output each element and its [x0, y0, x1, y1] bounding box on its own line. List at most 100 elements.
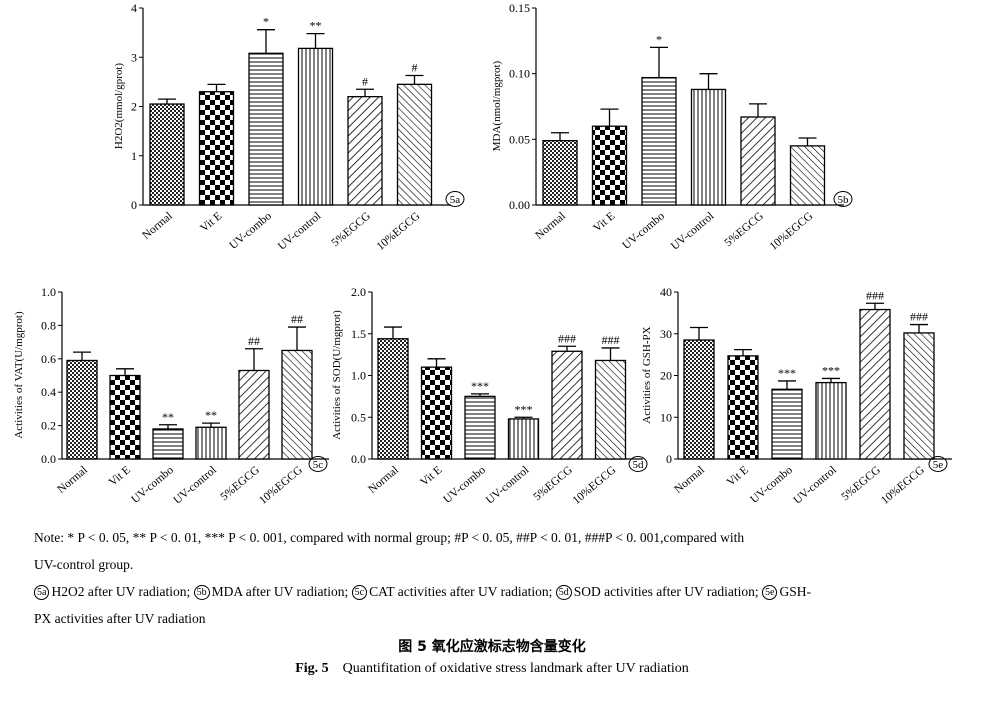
- bar-uv-combo: [248, 52, 284, 206]
- chart-panel-5b: 0.00 0.05 0.10 0.15 MDA(nmol/mgprot) Normal Vi…: [491, 1, 853, 253]
- panel-tag-label: 5e: [933, 459, 944, 471]
- panel-tag-ring: [445, 191, 465, 207]
- y-tick-label: 1.5: [351, 327, 366, 341]
- panel-tag-ring: [308, 456, 328, 472]
- bar-5-egcg: [859, 308, 891, 460]
- note-legend-line: 5a H2O2 after UV radiation; 5b MDA after U…: [34, 578, 954, 605]
- x-tick-label: 5%EGCG: [531, 464, 574, 503]
- y-tick-label: 0.10: [509, 67, 530, 81]
- x-tick-label: UV-combo: [129, 464, 176, 506]
- x-tick-label: UV-control: [484, 464, 532, 507]
- bar-uv-control: [507, 418, 540, 460]
- panel-tag-ring: [928, 456, 948, 472]
- significance-marker: **: [310, 19, 322, 33]
- x-tick-label: UV-control: [171, 464, 219, 507]
- bar-10-egcg: [903, 332, 935, 460]
- chart-panel-5e: 0 10 20 30 40 Activities of GSH-PX Normal Vit E…: [641, 285, 952, 507]
- significance-marker: *: [656, 32, 662, 46]
- bar-uv-control: [195, 426, 227, 460]
- x-tick-label: 10%EGCG: [257, 464, 305, 507]
- bar-uv-combo: [641, 76, 677, 206]
- x-tick-label: 5%EGCG: [218, 464, 261, 503]
- bar-normal: [542, 139, 578, 206]
- y-tick-label: 1: [131, 149, 137, 163]
- y-tick-label: 0.8: [41, 318, 56, 332]
- x-tick-label: UV-combo: [620, 210, 667, 252]
- panel-tag-label: 5d: [633, 459, 645, 471]
- y-tick-label: 20: [660, 369, 672, 383]
- significance-marker: ***: [822, 363, 840, 377]
- y-tick-label: 30: [660, 327, 672, 341]
- significance-marker: *: [263, 15, 269, 29]
- significance-marker: **: [205, 408, 217, 422]
- y-tick-label: 0.00: [509, 198, 530, 212]
- panel-tag-ring: [628, 456, 648, 472]
- y-tick-label: 2.0: [351, 285, 366, 299]
- figure-caption-en: Fig. 5 Quantifitation of oxidative stres…: [0, 661, 984, 677]
- figure-panels: 0 1 2 3 4 H2O2(mmol/gprot) Normal Vit E * UV-comb…: [13, 1, 952, 507]
- y-axis-label: Activities of VAT(U/mgprot): [13, 311, 25, 439]
- significance-marker: ***: [471, 379, 489, 393]
- y-tick-label: 0: [131, 198, 137, 212]
- figure-caption-label: Fig. 5: [295, 661, 329, 676]
- panel-tag-label: 5c: [313, 459, 324, 471]
- bar-uv-control: [690, 88, 727, 206]
- x-tick-label: UV-combo: [227, 210, 274, 252]
- x-tick-label: UV-combo: [748, 464, 795, 506]
- y-tick-label: 0.5: [351, 410, 366, 424]
- y-tick-label: 0.4: [41, 385, 56, 399]
- y-tick-label: 1.0: [351, 369, 366, 383]
- y-tick-label: 0: [666, 452, 672, 466]
- legend-c: CAT activities after UV radiation;: [369, 584, 553, 599]
- bar-5-egcg: [238, 369, 270, 460]
- chart-panel-5d: 0.0 0.5 1.0 1.5 2.0 Activities of SOD(U/mgpro…: [331, 285, 648, 507]
- y-tick-label: 3: [131, 50, 137, 64]
- y-tick-label: 0.15: [509, 1, 530, 15]
- legend-a: H2O2 after UV radiation;: [51, 584, 191, 599]
- chart-panel-5c: 0.0 0.2 0.4 0.6 0.8 1.0 Activities of VAT(U/mg…: [13, 285, 329, 507]
- panel-tag-label: 5a: [450, 194, 461, 206]
- significance-marker: ***: [515, 402, 533, 416]
- significance-marker: ***: [778, 366, 796, 380]
- y-tick-label: 40: [660, 285, 672, 299]
- x-tick-label: Normal: [140, 210, 175, 242]
- note-legend-line-2: PX activities after UV radiation: [34, 611, 206, 626]
- significance-marker: ###: [866, 288, 884, 302]
- y-axis-label: MDA(nmol/mgprot): [491, 60, 503, 151]
- x-tick-label: Vit E: [418, 464, 444, 489]
- panel-tag-d: 5d: [555, 585, 572, 600]
- x-tick-label: Vit E: [107, 464, 133, 489]
- y-tick-label: 1.0: [41, 285, 56, 299]
- x-tick-label: 5%EGCG: [722, 210, 765, 249]
- panel-tag-b: 5b: [193, 585, 210, 600]
- legend-b: MDA after UV radiation;: [211, 584, 349, 599]
- x-tick-label: UV-control: [669, 210, 717, 253]
- panel-tag-ring: [833, 191, 853, 207]
- x-tick-label: Vit E: [725, 464, 751, 489]
- x-tick-label: Normal: [55, 464, 90, 496]
- bar-10-egcg: [281, 349, 313, 460]
- bar-5-egcg: [551, 350, 583, 460]
- bar-vit-e: [420, 366, 453, 460]
- bar-vit-e: [198, 91, 235, 206]
- significance-marker: #: [362, 74, 368, 88]
- y-tick-label: 0.6: [41, 352, 56, 366]
- figure-caption-text: Quantifitation of oxidative stress landm…: [342, 661, 689, 676]
- y-axis-label: Activities of SOD(U/mgprot): [331, 310, 343, 440]
- significance-marker: ##: [291, 312, 303, 326]
- x-tick-label: UV-combo: [441, 464, 488, 506]
- note-line-2: UV-control group.: [34, 557, 134, 572]
- bar-uv-combo: [464, 395, 496, 460]
- x-tick-label: 10%EGCG: [768, 210, 816, 253]
- figure-caption-zh: 图 5 氧化应激标志物含量变化: [398, 639, 586, 655]
- x-tick-label: Normal: [533, 210, 568, 242]
- x-tick-label: Normal: [672, 464, 707, 496]
- y-tick-label: 0.05: [509, 132, 530, 146]
- bar-uv-control: [815, 381, 847, 460]
- bar-10-egcg: [396, 83, 433, 206]
- significance-marker: **: [162, 410, 174, 424]
- y-tick-label: 0.0: [351, 452, 366, 466]
- x-tick-label: 10%EGCG: [879, 464, 927, 507]
- y-axis-label: Activities of GSH-PX: [641, 326, 653, 423]
- bar-10-egcg: [594, 359, 627, 460]
